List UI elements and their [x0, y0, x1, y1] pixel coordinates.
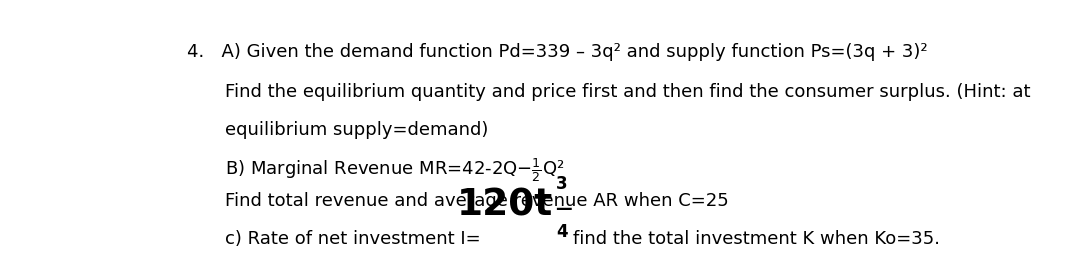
Text: equilibrium supply=demand): equilibrium supply=demand)	[226, 120, 489, 139]
Text: find the total investment K when Ko=35.: find the total investment K when Ko=35.	[572, 230, 940, 248]
Text: —: —	[555, 200, 571, 218]
Text: 3: 3	[556, 175, 568, 193]
Text: 4: 4	[556, 223, 568, 241]
Text: 120t: 120t	[457, 187, 553, 223]
Text: 4.   A) Given the demand function Pd=339 – 3q² and supply function Ps=(3q + 3)²: 4. A) Given the demand function Pd=339 –…	[187, 43, 928, 61]
Text: Find total revenue and average revenue AR when C=25: Find total revenue and average revenue A…	[226, 192, 729, 210]
Text: c) Rate of net investment I=: c) Rate of net investment I=	[226, 230, 481, 248]
Text: Find the equilibrium quantity and price first and then find the consumer surplus: Find the equilibrium quantity and price …	[226, 83, 1031, 101]
Text: B) Marginal Revenue MR=42-2Q$-\frac{1}{2}$Q²: B) Marginal Revenue MR=42-2Q$-\frac{1}{2…	[226, 156, 565, 184]
